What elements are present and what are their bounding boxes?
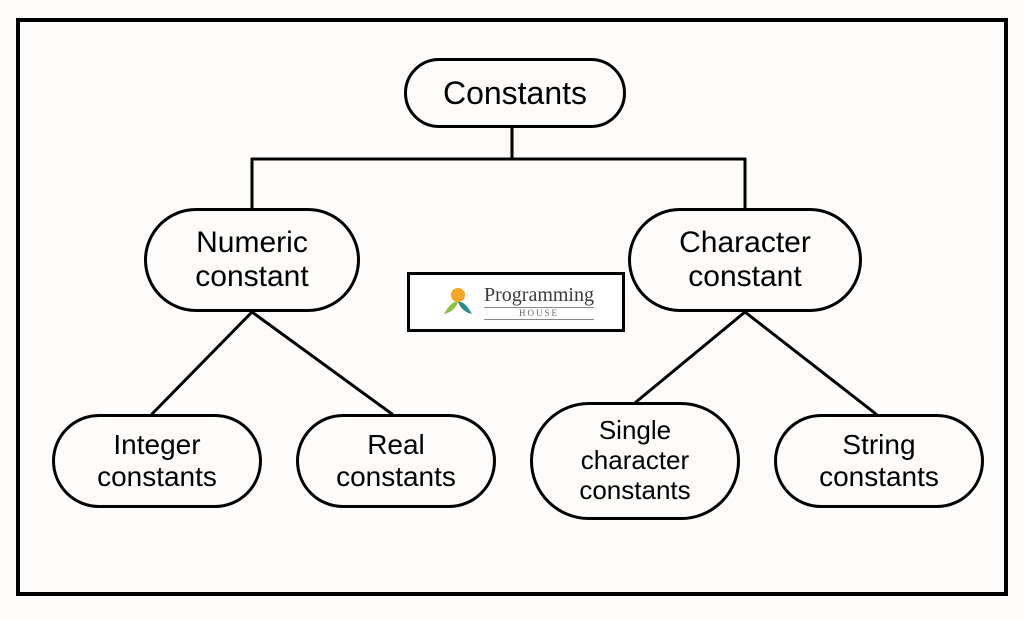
node-string: Stringconstants bbox=[774, 414, 984, 508]
node-real: Realconstants bbox=[296, 414, 496, 508]
logo-icon bbox=[438, 282, 478, 322]
node-integer: Integerconstants bbox=[52, 414, 262, 508]
node-label: Realconstants bbox=[336, 429, 456, 493]
logo-text: Programming HOUSE bbox=[484, 285, 594, 320]
node-label: Stringconstants bbox=[819, 429, 939, 493]
node-label: Integerconstants bbox=[97, 429, 217, 493]
logo: Programming HOUSE bbox=[407, 272, 625, 332]
logo-subtitle: HOUSE bbox=[484, 307, 594, 320]
node-numeric: Numericconstant bbox=[144, 208, 360, 312]
node-character: Characterconstant bbox=[628, 208, 862, 312]
node-label: Numericconstant bbox=[195, 226, 308, 295]
node-single: Singlecharacterconstants bbox=[530, 402, 740, 520]
node-label: Constants bbox=[443, 75, 587, 112]
node-root: Constants bbox=[404, 58, 626, 128]
node-label: Characterconstant bbox=[679, 226, 811, 295]
node-label: Singlecharacterconstants bbox=[579, 416, 690, 506]
logo-title: Programming bbox=[484, 285, 594, 305]
